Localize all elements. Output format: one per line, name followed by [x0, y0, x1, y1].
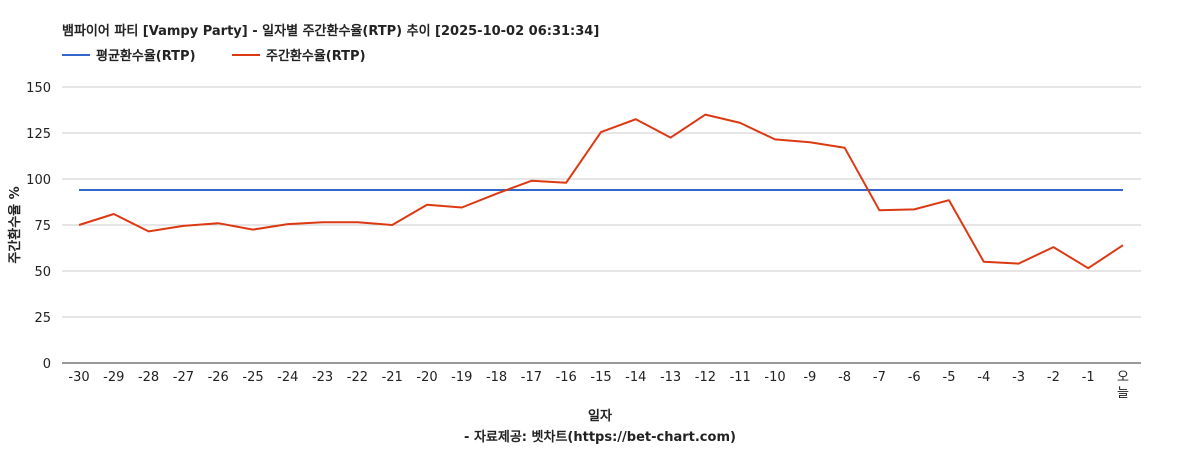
x-tick-label: -8	[838, 370, 851, 385]
x-tick-label: -30	[68, 370, 89, 385]
x-tick-label: -26	[208, 370, 229, 385]
x-tick-label: -5	[943, 370, 956, 385]
x-tick-label: -17	[521, 370, 542, 385]
x-tick-label: -11	[730, 370, 751, 385]
x-tick-label: -6	[908, 370, 921, 385]
x-tick-label: -18	[486, 370, 507, 385]
x-tick-label: -23	[312, 370, 333, 385]
x-axis-title: 일자	[588, 409, 612, 424]
x-tick-label: -12	[695, 370, 716, 385]
x-tick-label: -27	[173, 370, 194, 385]
gridlines	[62, 86, 1141, 364]
x-tick-label: -7	[873, 370, 886, 385]
x-tick-label: -3	[1012, 370, 1025, 385]
y-tick-label: 75	[34, 219, 51, 234]
x-tick-label: -24	[277, 370, 298, 385]
x-tick-label: -22	[347, 370, 368, 385]
legend-label: 주간환수율(RTP)	[266, 48, 366, 64]
y-tick-label: 100	[26, 173, 51, 188]
x-tick-label: -9	[803, 370, 816, 385]
y-tick-label: 50	[34, 265, 51, 280]
x-tick-label: -4	[977, 370, 990, 385]
y-tick-label: 25	[34, 311, 51, 326]
y-tick-label: 125	[26, 127, 51, 142]
x-tick-label: -10	[764, 370, 785, 385]
data-source-footer: - 자료제공: 벳차트(https://bet-chart.com)	[464, 429, 736, 445]
chart-title: 뱀파이어 파티 [Vampy Party] - 일자별 주간환수율(RTP) 추…	[62, 23, 599, 39]
x-tick-label: -15	[590, 370, 611, 385]
x-tick-label: -16	[556, 370, 577, 385]
x-tick-label: -28	[138, 370, 159, 385]
y-axis-ticks: 0 25 50 75 100 125 150	[26, 81, 51, 372]
y-tick-label: 0	[43, 357, 51, 372]
x-tick-label: -20	[416, 370, 437, 385]
x-tick-label: -29	[103, 370, 124, 385]
x-tick-label: -13	[660, 370, 681, 385]
legend-label: 평균환수율(RTP)	[96, 48, 196, 64]
x-tick-label: -14	[625, 370, 646, 385]
legend: 평균환수율(RTP) 주간환수율(RTP)	[62, 48, 366, 64]
x-tick-label: -25	[242, 370, 263, 385]
series-lines	[78, 113, 1124, 270]
weekly-rtp-line	[78, 113, 1124, 270]
x-axis-ticks: -30 -29 -28 -27 -26 -25 -24 -23 -22 -21 -20 -19 -18-…	[68, 370, 1129, 401]
x-tick-label: -19	[451, 370, 472, 385]
x-tick-label: -2	[1047, 370, 1060, 385]
y-axis-title: 주간환수율 %	[7, 186, 23, 263]
y-tick-label: 150	[26, 81, 51, 96]
x-tick-label: -21	[382, 370, 403, 385]
x-tick-label: -1	[1082, 370, 1095, 385]
